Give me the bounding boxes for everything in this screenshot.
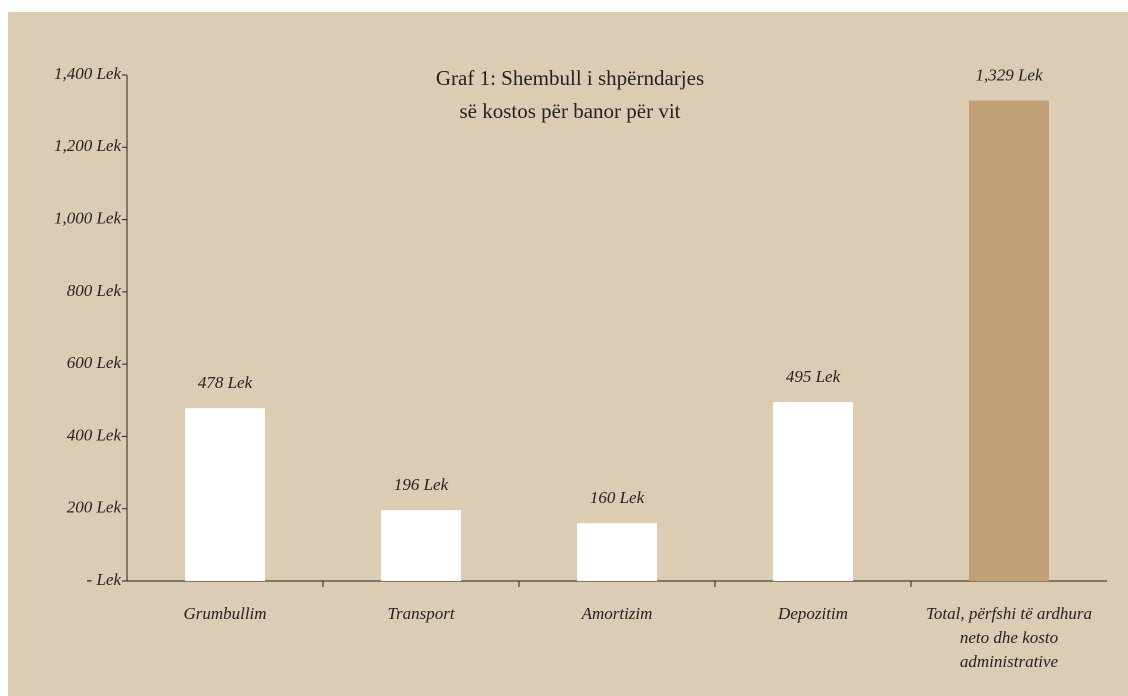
- data-label: 160 Lek: [590, 488, 645, 507]
- y-tick-label: 1,200 Lek: [54, 136, 122, 155]
- bar: [577, 523, 657, 581]
- y-tick-label: 800 Lek: [67, 281, 122, 300]
- chart-background: [8, 12, 1128, 696]
- y-tick-label: 1,400 Lek: [54, 64, 122, 83]
- data-label: 1,329 Lek: [975, 66, 1043, 85]
- bar: [969, 100, 1049, 581]
- bar: [773, 402, 853, 581]
- x-tick-label: Depozitim: [777, 604, 848, 623]
- bar: [185, 408, 265, 581]
- data-label: 495 Lek: [786, 367, 841, 386]
- bar: [381, 510, 461, 581]
- y-tick-label: 200 Lek: [67, 498, 122, 517]
- x-tick-label: Transport: [387, 604, 455, 623]
- x-tick-label: Total, përfshi të ardhura neto dhe kosto a…: [926, 604, 1092, 671]
- x-tick-label: Amortizim: [581, 604, 653, 623]
- y-tick-label: 1,000 Lek: [54, 208, 122, 227]
- y-tick-label: 600 Lek: [67, 353, 122, 372]
- x-tick-label: Grumbullim: [183, 604, 266, 623]
- chart-title: Graf 1: Shembull i shpërndarjes: [436, 66, 704, 90]
- y-tick-label: - Lek: [87, 570, 122, 589]
- data-label: 196 Lek: [394, 475, 449, 494]
- y-tick-label: 400 Lek: [67, 425, 122, 444]
- chart-title: së kostos për banor për vit: [459, 99, 680, 123]
- data-label: 478 Lek: [198, 373, 253, 392]
